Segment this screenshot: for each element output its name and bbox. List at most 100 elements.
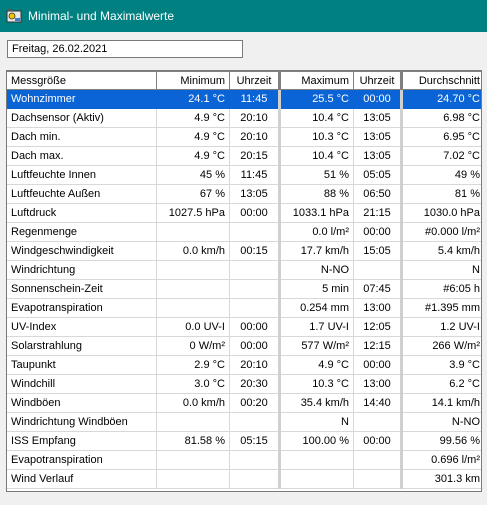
cell-max-time: 13:00 [353,374,402,394]
cell-measure: Wohnzimmer [7,89,157,109]
table-row[interactable]: Wohnzimmer 24.1 °C 11:45 25.5 °C 00:00 24.70 … [7,89,481,109]
column-header-min-time[interactable]: Uhrzeit [229,71,280,90]
column-header-measure[interactable]: Messgröße [7,71,157,90]
column-header-maximum[interactable]: Maximum [278,71,354,90]
cell-minimum: 2.9 °C [156,355,230,375]
table-row[interactable]: Dach min. 4.9 °C 20:10 10.3 °C 13:05 6.95 °C [7,127,481,147]
table-row[interactable]: Regenmenge 0.0 l/m² 00:00 #0.000 l/m² [7,222,481,242]
values-table[interactable]: Messgröße Minimum Uhrzeit Maximum Uhrzei… [6,70,482,492]
cell-max-time: 00:00 [353,431,402,451]
table-row[interactable]: Luftfeuchte Außen 67 % 13:05 88 % 06:50 81 % [7,184,481,204]
table-row[interactable]: Taupunkt 2.9 °C 20:10 4.9 °C 00:00 3.9 °C [7,355,481,375]
table-row[interactable]: Solarstrahlung 0 W/m² 00:00 577 W/m² 12:15 26… [7,336,481,356]
title-bar: Minimal- und Maximalwerte [0,0,487,32]
cell-measure: Luftfeuchte Innen [7,165,157,185]
table-row[interactable]: Luftfeuchte Innen 45 % 11:45 51 % 05:05 49 % [7,165,481,185]
cell-min-time [229,222,280,242]
table-header-row: Messgröße Minimum Uhrzeit Maximum Uhrzei… [7,71,481,90]
table-row[interactable]: Windchill 3.0 °C 20:30 10.3 °C 13:00 6.2 °C [7,374,481,394]
cell-minimum [156,469,230,489]
column-header-max-time[interactable]: Uhrzeit [353,71,402,90]
table-row[interactable]: ISS Empfang 81.58 % 05:15 100.00 % 00:00 99.5… [7,431,481,451]
cell-measure: Evapotranspiration [7,450,157,470]
table-row[interactable]: Windgeschwindigkeit 0.0 km/h 00:15 17.7 km/… [7,241,481,261]
cell-measure: Windrichtung [7,260,157,280]
cell-average: 49 % [400,165,481,185]
cell-maximum: 5 min [278,279,354,299]
cell-maximum: 10.4 °C [278,146,354,166]
cell-maximum: 25.5 °C [278,89,354,109]
cell-max-time: 21:15 [353,203,402,223]
cell-average: 24.70 °C [400,89,481,109]
table-row[interactable]: Evapotranspiration 0.254 mm 13:00 #1.395 mm [7,298,481,318]
cell-minimum [156,412,230,432]
cell-average: N [400,260,481,280]
cell-average: 14.1 km/h [400,393,481,413]
cell-maximum: N-NO [278,260,354,280]
cell-max-time: 13:05 [353,127,402,147]
cell-min-time [229,450,280,470]
cell-measure: Regenmenge [7,222,157,242]
cell-max-time: 06:50 [353,184,402,204]
cell-min-time: 05:15 [229,431,280,451]
table-row[interactable]: Windrichtung N-NO N [7,260,481,280]
weather-station-icon [6,8,22,24]
date-field[interactable]: Freitag, 26.02.2021 [7,40,243,58]
cell-average: 81 % [400,184,481,204]
cell-min-time: 13:05 [229,184,280,204]
column-header-average[interactable]: Durchschnitt [400,71,481,90]
table-row[interactable]: Windböen 0.0 km/h 00:20 35.4 km/h 14:40 14.1 … [7,393,481,413]
cell-maximum [278,450,354,470]
cell-minimum: 3.0 °C [156,374,230,394]
cell-min-time: 20:10 [229,127,280,147]
cell-max-time [353,412,402,432]
cell-average: 6.2 °C [400,374,481,394]
cell-maximum: 17.7 km/h [278,241,354,261]
cell-max-time: 14:40 [353,393,402,413]
cell-maximum: 0.254 mm [278,298,354,318]
cell-minimum: 1027.5 hPa [156,203,230,223]
cell-measure: Windrichtung Windböen [7,412,157,432]
cell-min-time [229,298,280,318]
cell-measure: Taupunkt [7,355,157,375]
cell-measure: Dachsensor (Aktiv) [7,108,157,128]
cell-min-time: 00:15 [229,241,280,261]
cell-min-time: 20:10 [229,355,280,375]
cell-average: N-NO [400,412,481,432]
cell-minimum: 0.0 UV-I [156,317,230,337]
cell-min-time [229,469,280,489]
cell-measure: Dach min. [7,127,157,147]
table-row[interactable]: Evapotranspiration 0.696 l/m² [7,450,481,470]
cell-minimum: 0 W/m² [156,336,230,356]
cell-maximum: 577 W/m² [278,336,354,356]
cell-max-time [353,450,402,470]
cell-average: 6.95 °C [400,127,481,147]
cell-measure: UV-Index [7,317,157,337]
table-row[interactable]: Dachsensor (Aktiv) 4.9 °C 20:10 10.4 °C 13:0… [7,108,481,128]
cell-average: 7.02 °C [400,146,481,166]
cell-average: 3.9 °C [400,355,481,375]
table-row[interactable]: UV-Index 0.0 UV-I 00:00 1.7 UV-I 12:05 1.2 UV… [7,317,481,337]
cell-min-time [229,260,280,280]
cell-min-time: 00:00 [229,203,280,223]
cell-max-time: 00:00 [353,222,402,242]
cell-measure: Sonnenschein-Zeit [7,279,157,299]
cell-measure: Evapotranspiration [7,298,157,318]
cell-minimum: 4.9 °C [156,127,230,147]
table-row[interactable]: Wind Verlauf 301.3 km [7,469,481,489]
column-header-minimum[interactable]: Minimum [156,71,230,90]
cell-minimum: 81.58 % [156,431,230,451]
table-row[interactable]: Luftdruck 1027.5 hPa 00:00 1033.1 hPa 21:15 1… [7,203,481,223]
cell-average: 5.4 km/h [400,241,481,261]
cell-minimum: 45 % [156,165,230,185]
cell-minimum [156,298,230,318]
cell-maximum: N [278,412,354,432]
cell-minimum: 4.9 °C [156,108,230,128]
table-row[interactable]: Windrichtung Windböen N N-NO [7,412,481,432]
table-row[interactable]: Dach max. 4.9 °C 20:15 10.4 °C 13:05 7.02 °C [7,146,481,166]
cell-maximum [278,469,354,489]
cell-max-time: 07:45 [353,279,402,299]
table-row[interactable]: Sonnenschein-Zeit 5 min 07:45 #6:05 h [7,279,481,299]
cell-measure: ISS Empfang [7,431,157,451]
cell-min-time: 20:30 [229,374,280,394]
